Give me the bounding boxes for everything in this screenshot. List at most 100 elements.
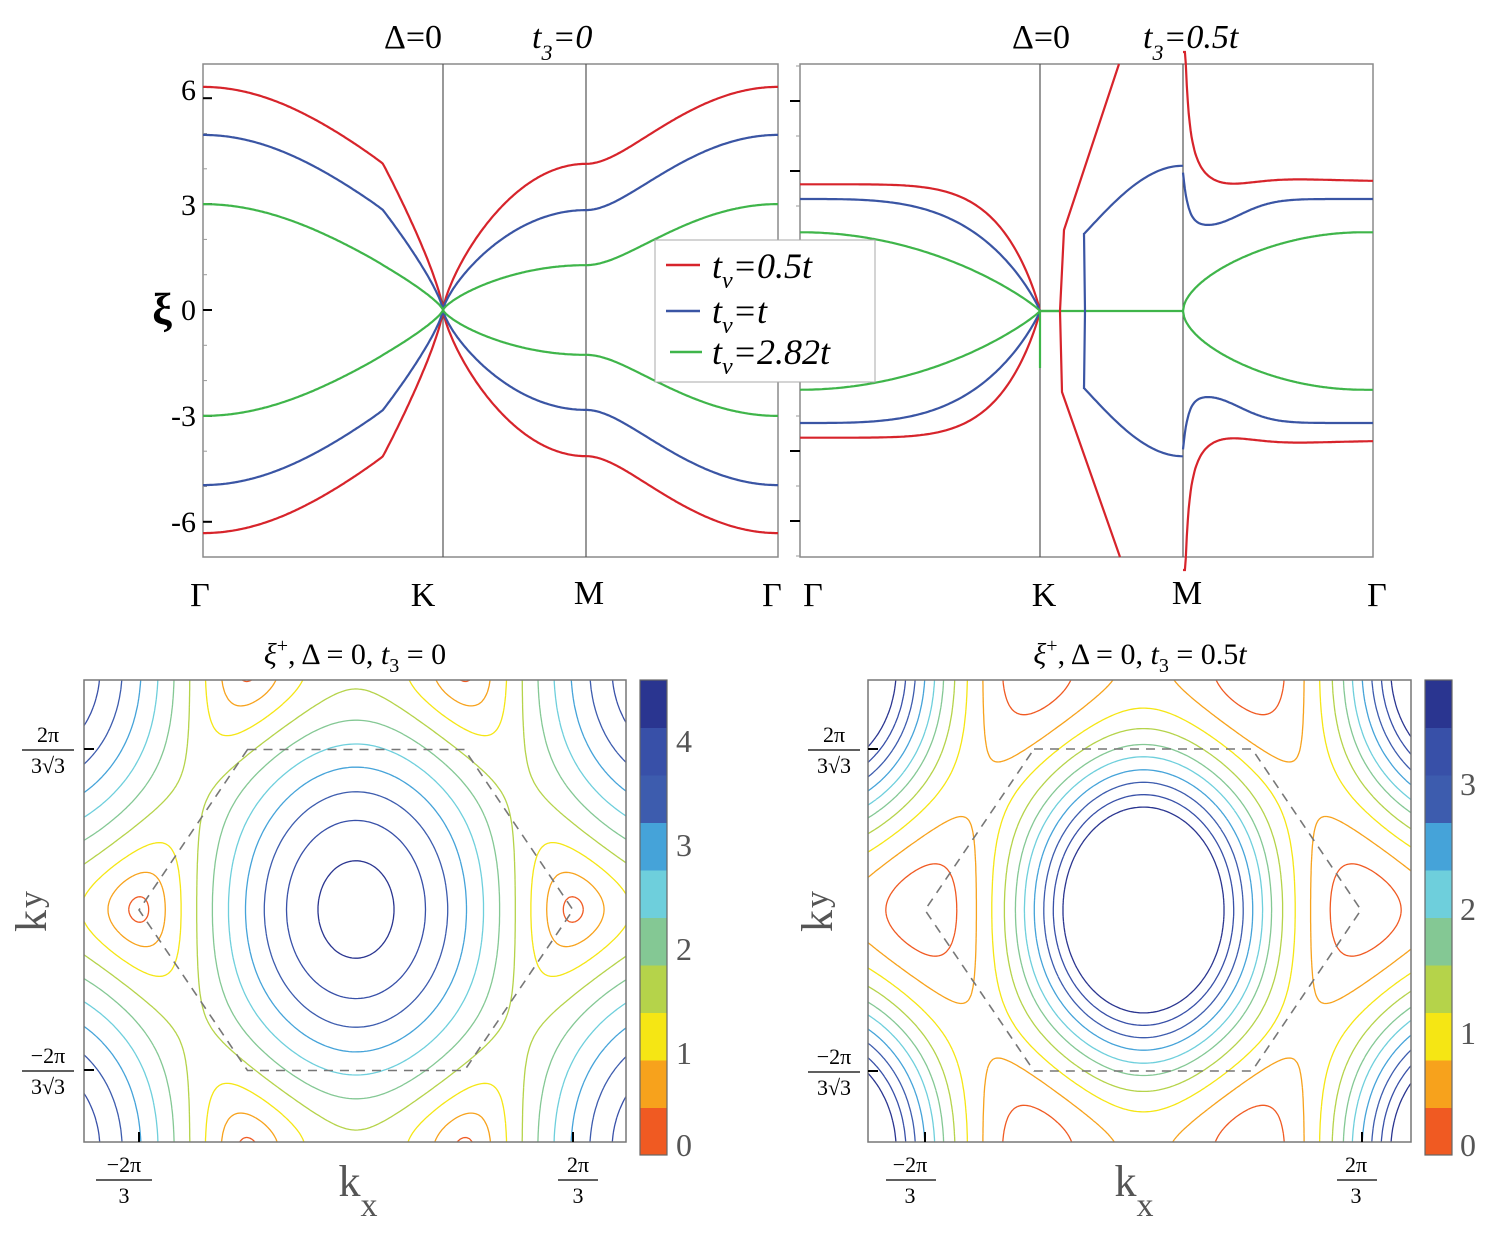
y-ticks-left (203, 97, 212, 523)
x-label-gamma-1: Γ (190, 577, 210, 614)
colorbar-frame (1424, 679, 1453, 1156)
colorbar-segment (1425, 1060, 1452, 1108)
contour-lines-right (867, 679, 1412, 1143)
x-label-m: M (574, 575, 604, 612)
contour-line (867, 679, 1412, 1143)
y-tick-top-numerator: 2π (823, 722, 845, 747)
contour-line (867, 679, 1412, 1143)
colorbar-frame (639, 679, 668, 1156)
band-curves-left (203, 85, 778, 535)
x-label-gamma-1-right: Γ (803, 577, 823, 614)
contour-line (83, 679, 627, 1143)
colorbar-segment (640, 917, 667, 966)
x-tick-right-denominator: 3 (1351, 1183, 1362, 1208)
y-tick-top-denominator: 3√3 (817, 753, 851, 778)
contour-line (83, 679, 627, 1143)
colorbar-segment (640, 965, 667, 1013)
contour-line (83, 679, 627, 1143)
colorbar-label-1: 1 (1460, 1015, 1476, 1051)
y-tick-minus-3: -3 (171, 400, 196, 433)
band-line (1181, 172, 1373, 226)
y-tick-bottom-denominator: 3√3 (817, 1075, 851, 1100)
contour-line (83, 679, 627, 1143)
y-tick-bottom-numerator: −2π (817, 1044, 852, 1069)
colorbar-segment (1425, 1107, 1452, 1156)
x-tick-left-numerator: −2π (893, 1152, 928, 1177)
x-label-gamma-2-right: Γ (1367, 577, 1387, 614)
contour-line (83, 679, 627, 1143)
x-tick-right-numerator: 2π (1345, 1152, 1367, 1177)
band-plot-right: Δ=0 t3=0.5t Γ K M Γ (790, 19, 1387, 614)
x-tick-left-denominator: 3 (905, 1183, 916, 1208)
y-tick-3: 3 (181, 189, 196, 222)
x-label-m-right: M (1172, 575, 1202, 612)
contour-plot-right: ξ+, Δ = 0, t3 = 0.5t 2π 3√3 −2π 3√3 −2π … (793, 635, 1476, 1224)
colorbar-label-1: 1 (676, 1035, 692, 1071)
y-tick-bottom-numerator: −2π (31, 1043, 66, 1068)
colorbar-segment (1425, 1012, 1452, 1061)
band-line (203, 203, 778, 312)
title-delta-left: Δ=0 (384, 19, 442, 56)
colorbar-label-0: 0 (1460, 1127, 1476, 1163)
contour-line (867, 679, 1412, 1143)
band-line (203, 308, 778, 417)
x-label-k-right: K (1032, 577, 1057, 614)
colorbar-segment (640, 1060, 667, 1108)
title-t3-left: t3=0 (532, 19, 592, 65)
band-line (203, 85, 778, 310)
contour-line (867, 679, 1412, 1143)
x-tick-right-denominator: 3 (573, 1183, 584, 1208)
y-tick-top-denominator: 3√3 (31, 753, 65, 778)
band-line (1181, 396, 1373, 450)
x-tick-left-numerator: −2π (107, 1152, 142, 1177)
legend: tv=0.5t tv=t tv=2.82t (654, 239, 876, 383)
colorbar-right (1424, 679, 1453, 1156)
band-line (1082, 310, 1184, 458)
contour-line (83, 679, 627, 1142)
contour-line (83, 679, 627, 1143)
colorbar-label-3: 3 (676, 827, 692, 863)
y-axis-label-xi: ξ (152, 285, 172, 334)
contour-line (867, 679, 1412, 1143)
band-line (203, 310, 778, 535)
band-curves-right (799, 50, 1373, 572)
contour-line (867, 679, 1412, 1143)
y-ticks-right (790, 65, 800, 557)
colorbar-segment (640, 1107, 667, 1156)
colorbar-segment (640, 1012, 667, 1061)
colorbar-segment (640, 680, 667, 728)
band-line (800, 197, 1042, 312)
y-tick-bottom-denominator: 3√3 (31, 1074, 65, 1099)
colorbar-segment (1425, 727, 1452, 776)
contour-line (317, 860, 395, 959)
colorbar-segment (1425, 822, 1452, 871)
y-tick-0: 0 (181, 294, 196, 327)
ky-axis-label-left: ky (7, 891, 56, 932)
band-line (800, 310, 1042, 439)
band-line (203, 306, 778, 487)
colorbar-label-3: 3 (1460, 766, 1476, 802)
colorbar-segment (640, 727, 667, 776)
colorbar-left (639, 679, 668, 1156)
y-tick-minus-6: -6 (171, 506, 196, 539)
band-line (1082, 164, 1183, 312)
band-line (1181, 310, 1373, 391)
band-line (1058, 63, 1122, 558)
band-line (1183, 50, 1373, 185)
kx-axis-label-right: kx (1115, 1157, 1154, 1224)
colorbar-segment (1425, 680, 1452, 728)
legend-item-1: tv=0.5t (712, 246, 813, 294)
x-label-gamma-2: Γ (762, 577, 782, 614)
y-tick-top-numerator: 2π (37, 722, 59, 747)
colorbar-segment (1425, 917, 1452, 966)
contour-line (867, 679, 1412, 1143)
contour-frame-left (83, 679, 627, 1143)
contour-line (107, 679, 605, 1143)
title-delta-right: Δ=0 (1012, 19, 1070, 56)
colorbar-label-2: 2 (676, 931, 692, 967)
kx-axis-label-left: kx (339, 1157, 378, 1224)
brillouin-zone-hexagon (138, 748, 574, 1072)
band-line (800, 231, 1041, 312)
band-line (800, 310, 1042, 425)
